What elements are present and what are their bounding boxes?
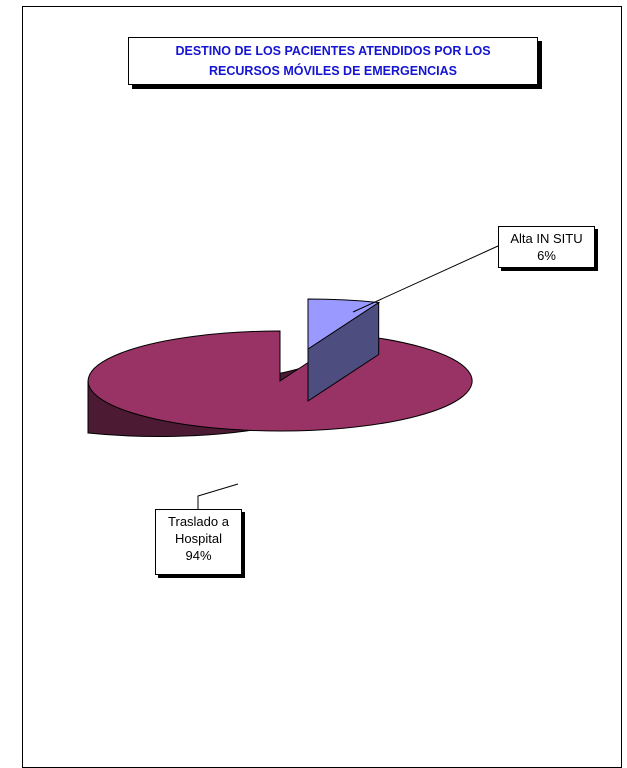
leader-line-alta xyxy=(352,245,499,313)
data-label-traslado-name-1: Traslado a xyxy=(168,514,229,529)
data-label-traslado-a-hospital: Traslado a Hospital 94% xyxy=(155,509,242,575)
chart-title-line-2: RECURSOS MÓVILES DE EMERGENCIAS xyxy=(209,64,457,78)
leader-line-traslado xyxy=(197,483,239,509)
chart-title: DESTINO DE LOS PACIENTES ATENDIDOS POR L… xyxy=(128,37,538,85)
data-label-alta-name: Alta IN SITU xyxy=(510,231,583,246)
slice-traslado-hospital xyxy=(87,330,473,432)
data-label-traslado-name-2: Hospital xyxy=(175,531,222,546)
chart-title-line-1: DESTINO DE LOS PACIENTES ATENDIDOS POR L… xyxy=(175,44,491,58)
data-label-traslado-percent: 94% xyxy=(185,548,212,563)
slice-alta-in-situ xyxy=(307,298,381,350)
data-label-alta-percent: 6% xyxy=(537,248,556,263)
data-label-alta-in-situ: Alta IN SITU 6% xyxy=(498,226,595,268)
